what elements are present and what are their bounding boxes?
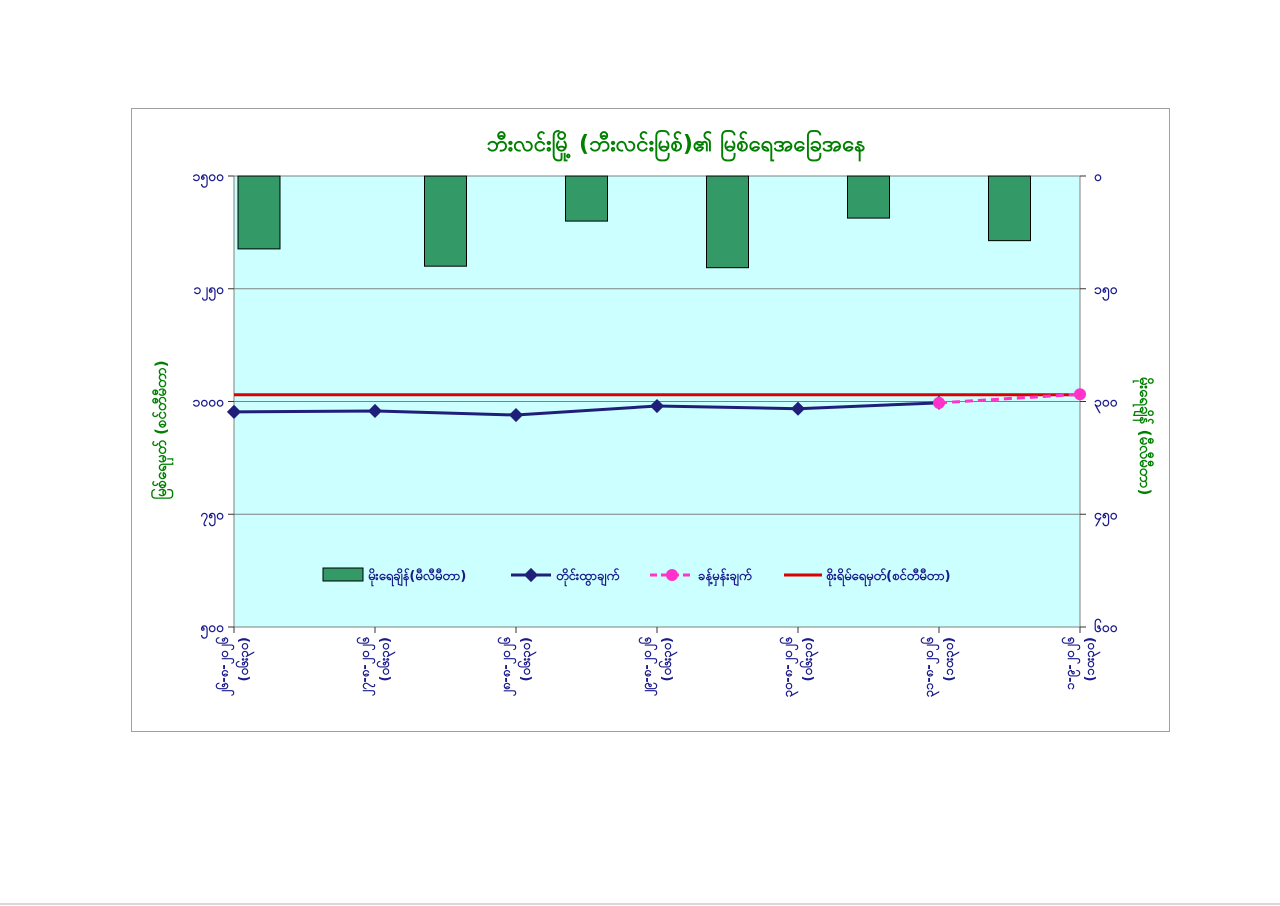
measured-point (226, 404, 242, 419)
x-category-time: (၀၆း၃၀) (799, 637, 819, 681)
x-category-time: (၁၀း၃၀) (1083, 637, 1101, 681)
x-category-date: ၃၁-၈-၂၀၂၆ (920, 636, 940, 697)
forecast-point (933, 396, 945, 409)
x-category-time: (၀၆း၃၀) (517, 637, 537, 681)
legend-label-forecast: ခန့်မှန်းချက် (698, 567, 752, 587)
x-category-time: (၀၆း၃၀) (376, 637, 396, 681)
y-left-tick-label: ၇၅၀ (200, 507, 225, 526)
x-category-time: (၀၆း၃၀) (658, 637, 678, 681)
y-left-tick-label: ၁၀၀၀ (193, 395, 226, 411)
forecast-line (938, 392, 1081, 405)
y-left-tick-label: ၅၀၀ (200, 620, 225, 639)
y-right-tick-label: ၀ (1094, 169, 1103, 185)
y-right-tick-label: ၃၀၀ (1094, 395, 1119, 414)
y-right-tick-label: ၄၅၀ (1094, 507, 1119, 526)
rainfall-bar (706, 175, 749, 269)
x-category-time: (၀၆း၃၀) (235, 637, 255, 681)
y-left-axis-title: မြစ်ရေမှတ် (စင်တီမီတာ) (150, 360, 174, 499)
measured-point (508, 407, 524, 423)
y-right-tick-label: ၁၅၀ (1094, 282, 1119, 301)
legend-label-rainfall: မိုးရေချိန်(မီလီမီတာ) (368, 567, 466, 587)
legend-swatch-rainfall (322, 567, 364, 582)
x-category-date: ၂၈-၈-၂၀၂၆ (497, 636, 517, 696)
x-category-date: ၁-၉-၂၀၂၆ (1061, 636, 1081, 690)
x-category-date: ၂၇-၈-၂၀၂၆ (356, 636, 376, 696)
measured-point (649, 398, 665, 414)
y-left-tick-label: ၁၂၅၀ (193, 282, 225, 301)
legend-marker-forecast (666, 569, 678, 581)
legend-label-measured: တိုင်းထွာချက် (556, 567, 619, 587)
x-category-date: ၂၉-၈-၂၀၂၆ (638, 636, 658, 696)
x-category-time: (၁၀း၃၀) (942, 637, 960, 681)
chart-title: ဘီးလင်းမြို့ (ဘီးလင်းမြစ်)၏ မြစ်ရေအခြေအန… (486, 129, 865, 162)
rainfall-bar (565, 175, 608, 222)
rainfall-bar (424, 175, 467, 267)
legend-label-danger: စိုးရိမ်ရေမှတ်(စင်တီမီတာ) (826, 567, 951, 587)
measured-line (233, 401, 940, 417)
x-category-date: ၃၀-၈-၂၀၂၆ (779, 636, 799, 697)
y-left-tick-label: ၁၅၀၀ (193, 169, 226, 188)
y-right-axis-title: မိုးရေချိန် (မီလီမီတာ) (1132, 377, 1155, 496)
legend-marker-measured (523, 567, 539, 583)
x-category-date: ၂၆-၈-၂၀၂၆ (215, 636, 235, 696)
measured-point (367, 403, 383, 419)
measured-point (790, 401, 806, 416)
rainfall-bar (237, 175, 281, 250)
forecast-point (1074, 388, 1086, 401)
page-bottom-line (0, 903, 1280, 905)
y-right-tick-label: ၆၀၀ (1094, 619, 1119, 636)
rainfall-bar (847, 175, 890, 219)
rainfall-bar (988, 175, 1031, 242)
